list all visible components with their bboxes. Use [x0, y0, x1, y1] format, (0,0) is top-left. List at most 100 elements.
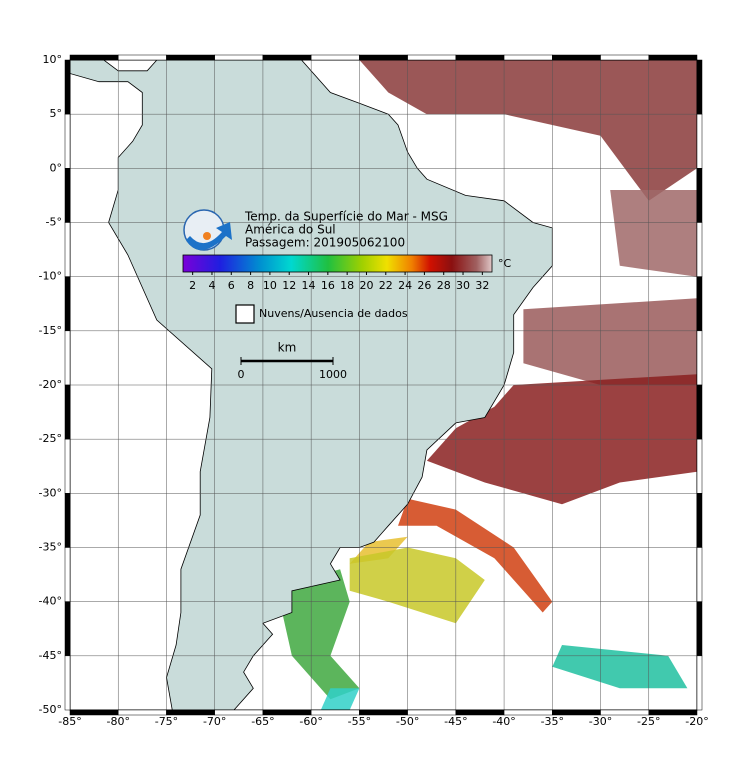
border-segment [696, 59, 703, 115]
border-segment [696, 438, 703, 494]
legend-label: Nuvens/Ausencia de dados [259, 307, 408, 320]
lat-label: -10° [39, 270, 62, 283]
border-segment [64, 113, 71, 169]
border-segment [117, 54, 167, 61]
border-segment [696, 547, 703, 602]
lat-label: 10° [43, 53, 63, 66]
lat-label: 5° [50, 107, 63, 120]
border-segment [696, 655, 703, 711]
colorbar-tick-label: 22 [379, 279, 393, 292]
lon-label: -85° [58, 715, 81, 728]
border-segment [214, 54, 264, 61]
border-segment [696, 276, 703, 332]
border-segment [407, 54, 457, 61]
lat-label: -35° [39, 541, 62, 554]
border-segment [69, 54, 119, 61]
graticule [70, 60, 697, 710]
lon-label: -65° [251, 715, 274, 728]
lat-label: -30° [39, 486, 62, 499]
border-segment [648, 709, 698, 716]
border-segment [64, 276, 71, 332]
scale-unit: km [278, 341, 297, 355]
lon-label: -20° [685, 715, 708, 728]
colorbar-tick-label: 24 [398, 279, 412, 292]
border-segment [696, 168, 703, 223]
pass-time: Passagem: 201905062100 [245, 236, 405, 250]
scale-label: 1000 [319, 368, 347, 381]
border-segment [262, 54, 312, 61]
border-segment [64, 384, 71, 440]
region: América do Sul [245, 223, 336, 237]
colorbar-tick-label: 28 [437, 279, 451, 292]
colorbar-tick-label: 18 [340, 279, 354, 292]
lon-label: -75° [155, 715, 178, 728]
border-segment [64, 59, 71, 115]
border-segment [64, 547, 71, 602]
border-segment [64, 493, 71, 548]
border-segment [166, 54, 215, 61]
logo [183, 209, 232, 251]
lon-label: -35° [541, 715, 564, 728]
border-segment [503, 54, 553, 61]
colorbar-unit: °C [498, 257, 512, 270]
border-segment [696, 113, 703, 169]
lat-label: -40° [39, 595, 62, 608]
colorbar [182, 254, 493, 273]
border-segment [600, 54, 650, 61]
sst-patch [320, 688, 360, 710]
lon-label: -40° [492, 715, 515, 728]
colorbar-ticks: 2 4 6 8 10 12 14 16 18 20 22 24 26 28 30 32 [189, 272, 489, 292]
border-segment [696, 222, 703, 277]
colorbar-tick-label: 2 [189, 279, 196, 292]
lat-label: -45° [39, 649, 62, 662]
border-segment [64, 222, 71, 277]
lon-label: -45° [444, 715, 467, 728]
colorbar-tick-label: 16 [321, 279, 335, 292]
border-segment [696, 384, 703, 440]
lon-label: -70° [203, 715, 226, 728]
lat-label: 0° [50, 161, 63, 174]
colorbar-tick-label: 32 [475, 279, 489, 292]
lon-label: -60° [299, 715, 322, 728]
title: Temp. da Superfície do Mar - MSG [244, 210, 448, 224]
colorbar-tick-label: 10 [263, 279, 277, 292]
legend-swatch [235, 304, 255, 324]
scale-bar: 0 1000 [238, 357, 347, 381]
border-segment [455, 54, 505, 61]
frame-border [64, 54, 703, 716]
lat-label: -20° [39, 378, 62, 391]
lon-label: -30° [589, 715, 612, 728]
border-segment [696, 493, 703, 548]
border-segment [64, 438, 71, 494]
lon-label: -50° [396, 715, 419, 728]
border-segment [64, 168, 71, 223]
border-segment [64, 601, 71, 657]
sst-patch [523, 298, 697, 385]
sst-patch [610, 190, 697, 277]
colorbar-tick-label: 4 [208, 279, 215, 292]
colorbar-tick-label: 20 [359, 279, 373, 292]
border-segment [648, 54, 698, 61]
sst-patch [349, 547, 485, 624]
scale-label: 0 [238, 368, 245, 381]
lon-label: -25° [637, 715, 660, 728]
border-segment [552, 54, 601, 61]
axis-labels: -85° -80° -75° -70° -65° -60° -55° -50° -45° -40°… [39, 53, 709, 728]
sst-patch [359, 60, 697, 201]
sst-patch [398, 498, 553, 613]
lon-label: -55° [348, 715, 371, 728]
lat-label: -15° [39, 324, 62, 337]
border-segment [696, 601, 703, 657]
border-segment [696, 330, 703, 386]
lon-label: -80° [106, 715, 129, 728]
lat-label: -25° [39, 432, 62, 445]
colorbar-tick-label: 30 [456, 279, 470, 292]
lat-label: -5° [46, 216, 62, 229]
border-segment [310, 54, 360, 61]
colorbar-tick-label: 6 [228, 279, 235, 292]
colorbar-tick-label: 14 [302, 279, 316, 292]
border-segment [64, 330, 71, 386]
colorbar-tick-label: 8 [247, 279, 254, 292]
lat-label: -50° [39, 703, 62, 716]
